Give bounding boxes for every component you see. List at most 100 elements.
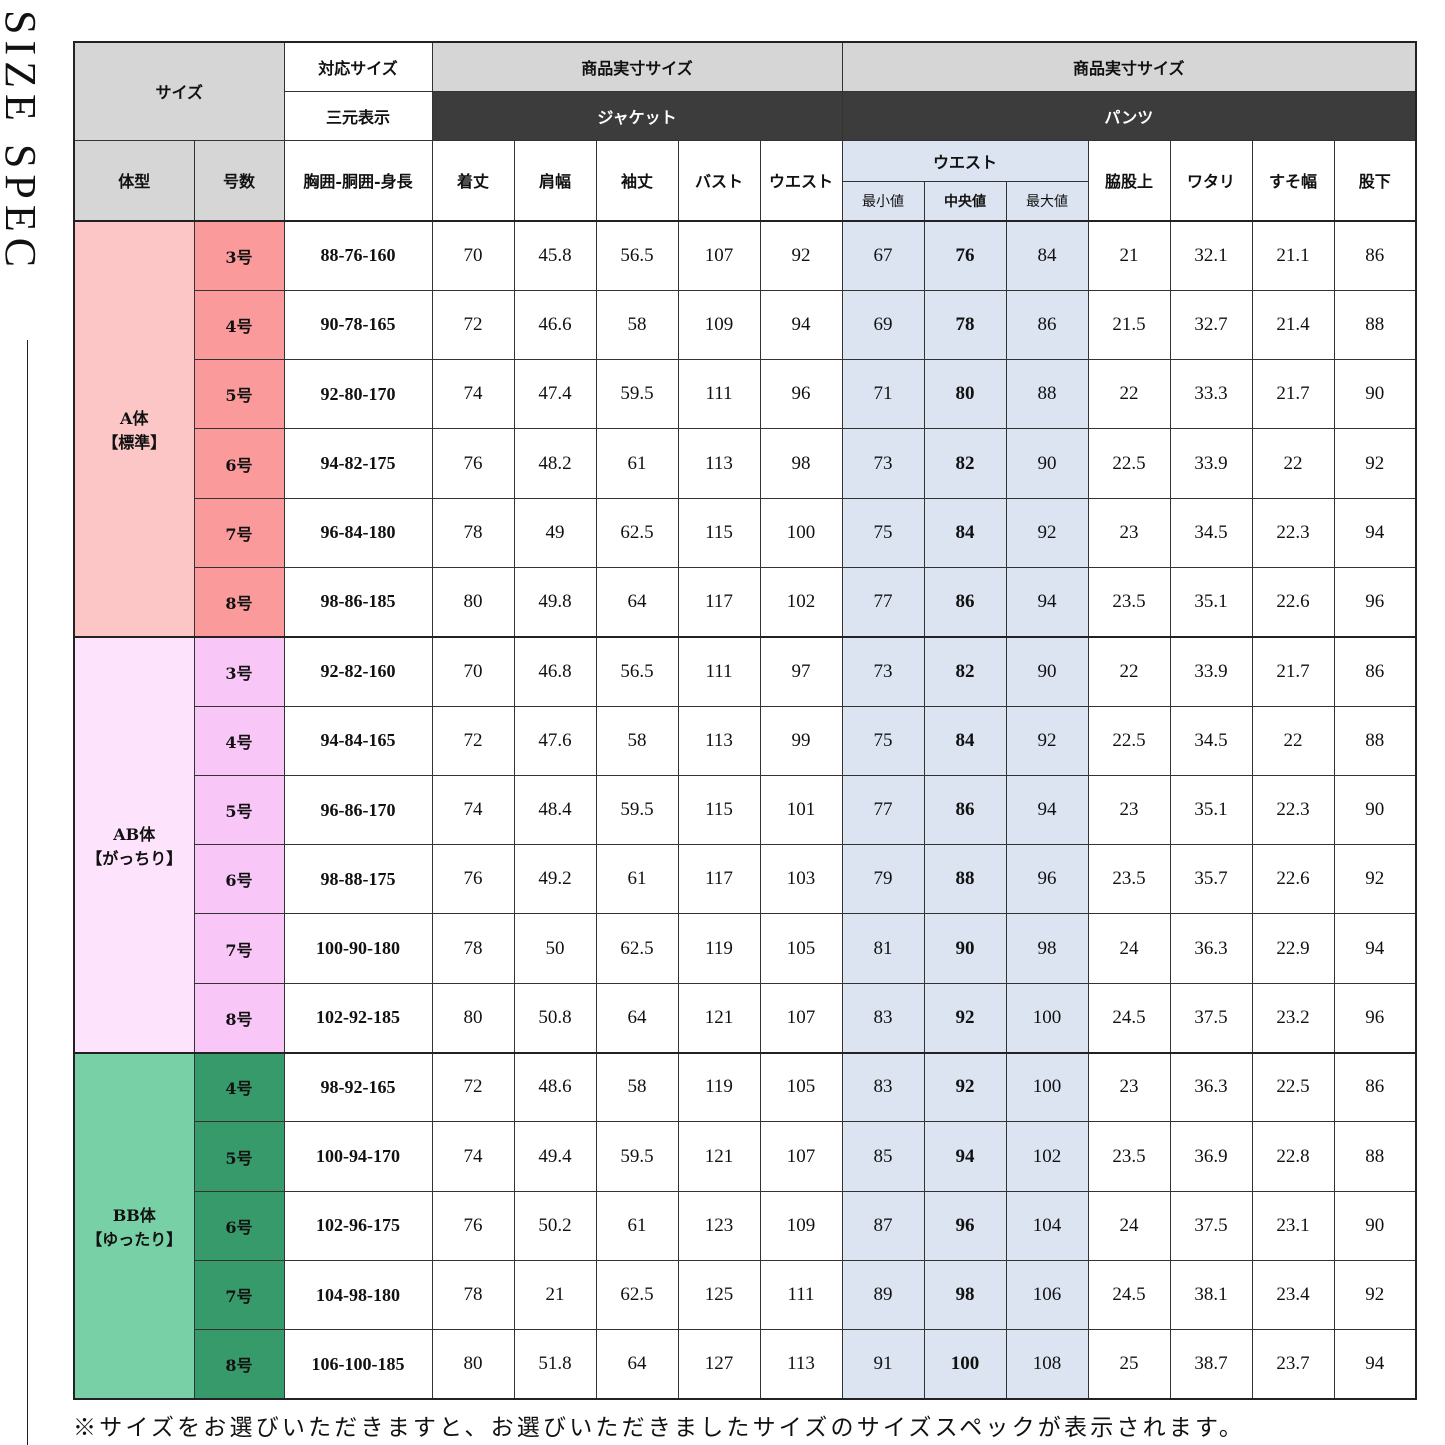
table-row: 5号 92-80-170 74 47.4 59.5 111 96 71 80 88 22 33.3 21… — [74, 359, 1417, 430]
cell-sleeve: 58 — [595, 705, 679, 776]
cell-thigh: 38.7 — [1169, 1329, 1253, 1400]
cell-sleeve: 62.5 — [595, 497, 679, 568]
cell-waist-max: 106 — [1005, 1259, 1089, 1331]
cell-thigh: 36.3 — [1169, 1051, 1253, 1123]
body-type-cell: BB体 【ゆったり】 — [73, 1051, 195, 1400]
body-type-desc: 【がっちり】 — [86, 848, 183, 868]
cell-waist-mid: 82 — [923, 428, 1007, 499]
cell-waist-min: 69 — [841, 289, 925, 361]
cell-waist-max: 88 — [1005, 359, 1089, 430]
body-type-name: AB体 — [113, 824, 156, 844]
cell-inseam: 90 — [1333, 774, 1417, 846]
cell-sleeve: 61 — [595, 428, 679, 499]
cell-jacket-waist: 102 — [759, 566, 843, 638]
cell-waist-min: 91 — [841, 1329, 925, 1400]
cell-shoulder: 45.8 — [513, 219, 597, 291]
size-no-cell: 7号 — [193, 1259, 285, 1331]
header-waist-min: 最小値 — [841, 180, 925, 222]
size-no-cell: 6号 — [193, 428, 285, 499]
cell-waist-max: 92 — [1005, 497, 1089, 568]
cell-thigh: 37.5 — [1169, 982, 1253, 1054]
body-type-name: A体 — [120, 408, 149, 428]
cell-waist-min: 87 — [841, 1190, 925, 1261]
size-no-cell: 8号 — [193, 982, 285, 1054]
header-body-type: 体型 — [73, 139, 195, 222]
header-waist-mid: 中央値 — [923, 180, 1007, 222]
cell-jacket-waist: 113 — [759, 1329, 843, 1400]
cell-waist-max: 96 — [1005, 844, 1089, 915]
cell-jacket-waist: 107 — [759, 1121, 843, 1192]
size-no-cell: 6号 — [193, 1190, 285, 1261]
cell-inseam: 94 — [1333, 913, 1417, 984]
three-dim-cell: 92-82-160 — [283, 635, 433, 707]
cell-thigh: 33.3 — [1169, 359, 1253, 430]
cell-waist-max: 86 — [1005, 289, 1089, 361]
cell-jacket-waist: 100 — [759, 497, 843, 568]
footer-note: ※サイズをお選びいただきますと、お選びいただきましたサイズのサイズスペックが表示… — [73, 1415, 1246, 1441]
cell-sleeve: 56.5 — [595, 635, 679, 707]
cell-length: 74 — [431, 774, 515, 846]
header-length: 着丈 — [431, 139, 515, 222]
cell-sleeve: 56.5 — [595, 219, 679, 291]
cell-waist-min: 81 — [841, 913, 925, 984]
cell-bust: 117 — [677, 566, 761, 638]
three-dim-cell: 106-100-185 — [283, 1329, 433, 1400]
cell-sleeve: 61 — [595, 844, 679, 915]
three-dim-cell: 88-76-160 — [283, 219, 433, 291]
cell-hem: 22.3 — [1251, 497, 1335, 568]
header-shoulder: 肩幅 — [513, 139, 597, 222]
cell-waist-min: 79 — [841, 844, 925, 915]
three-dim-cell: 96-86-170 — [283, 774, 433, 846]
cell-bust: 109 — [677, 289, 761, 361]
three-dim-cell: 102-96-175 — [283, 1190, 433, 1261]
cell-inseam: 96 — [1333, 566, 1417, 638]
cell-rise: 22 — [1087, 635, 1171, 707]
cell-shoulder: 46.8 — [513, 635, 597, 707]
cell-inseam: 96 — [1333, 982, 1417, 1054]
cell-rise: 25 — [1087, 1329, 1171, 1400]
cell-hem: 22.5 — [1251, 1051, 1335, 1123]
cell-waist-min: 83 — [841, 982, 925, 1054]
cell-hem: 23.2 — [1251, 982, 1335, 1054]
cell-inseam: 94 — [1333, 1329, 1417, 1400]
cell-shoulder: 47.4 — [513, 359, 597, 430]
cell-thigh: 34.5 — [1169, 497, 1253, 568]
cell-waist-min: 75 — [841, 705, 925, 776]
table-row: 5号 96-86-170 74 48.4 59.5 115 101 77 86 94 23 35.1 2… — [74, 774, 1417, 846]
cell-bust: 125 — [677, 1259, 761, 1331]
table-row: 8号 98-86-185 80 49.8 64 117 102 77 86 94 23.5 35.1 2… — [74, 566, 1417, 638]
cell-waist-max: 100 — [1005, 1051, 1089, 1123]
cell-waist-min: 73 — [841, 635, 925, 707]
header-compat-size: 対応サイズ — [283, 41, 433, 92]
cell-waist-min: 77 — [841, 566, 925, 638]
table-row: 8号 106-100-185 80 51.8 64 127 113 91 100 108 25 38.… — [74, 1329, 1417, 1400]
cell-rise: 24.5 — [1087, 982, 1171, 1054]
cell-bust: 119 — [677, 1051, 761, 1123]
header-rise: 脇股上 — [1087, 139, 1171, 222]
cell-shoulder: 49 — [513, 497, 597, 568]
cell-bust: 123 — [677, 1190, 761, 1261]
cell-waist-max: 90 — [1005, 635, 1089, 707]
cell-bust: 111 — [677, 635, 761, 707]
size-no-cell: 3号 — [193, 635, 285, 707]
cell-length: 76 — [431, 428, 515, 499]
cell-bust: 121 — [677, 1121, 761, 1192]
cell-waist-mid: 90 — [923, 913, 1007, 984]
cell-sleeve: 62.5 — [595, 1259, 679, 1331]
table-row: 6号 102-96-175 76 50.2 61 123 109 87 96 104 24 37.5 2… — [74, 1190, 1417, 1261]
cell-hem: 22.6 — [1251, 566, 1335, 638]
cell-bust: 115 — [677, 497, 761, 568]
cell-length: 74 — [431, 359, 515, 430]
cell-hem: 23.4 — [1251, 1259, 1335, 1331]
three-dim-cell: 100-90-180 — [283, 913, 433, 984]
size-no-cell: 8号 — [193, 566, 285, 638]
cell-waist-mid: 92 — [923, 982, 1007, 1054]
cell-hem: 21.7 — [1251, 635, 1335, 707]
header-size: サイズ — [73, 41, 285, 141]
cell-thigh: 33.9 — [1169, 635, 1253, 707]
cell-waist-mid: 86 — [923, 774, 1007, 846]
cell-shoulder: 49.2 — [513, 844, 597, 915]
cell-bust: 107 — [677, 219, 761, 291]
cell-shoulder: 50 — [513, 913, 597, 984]
cell-shoulder: 48.4 — [513, 774, 597, 846]
